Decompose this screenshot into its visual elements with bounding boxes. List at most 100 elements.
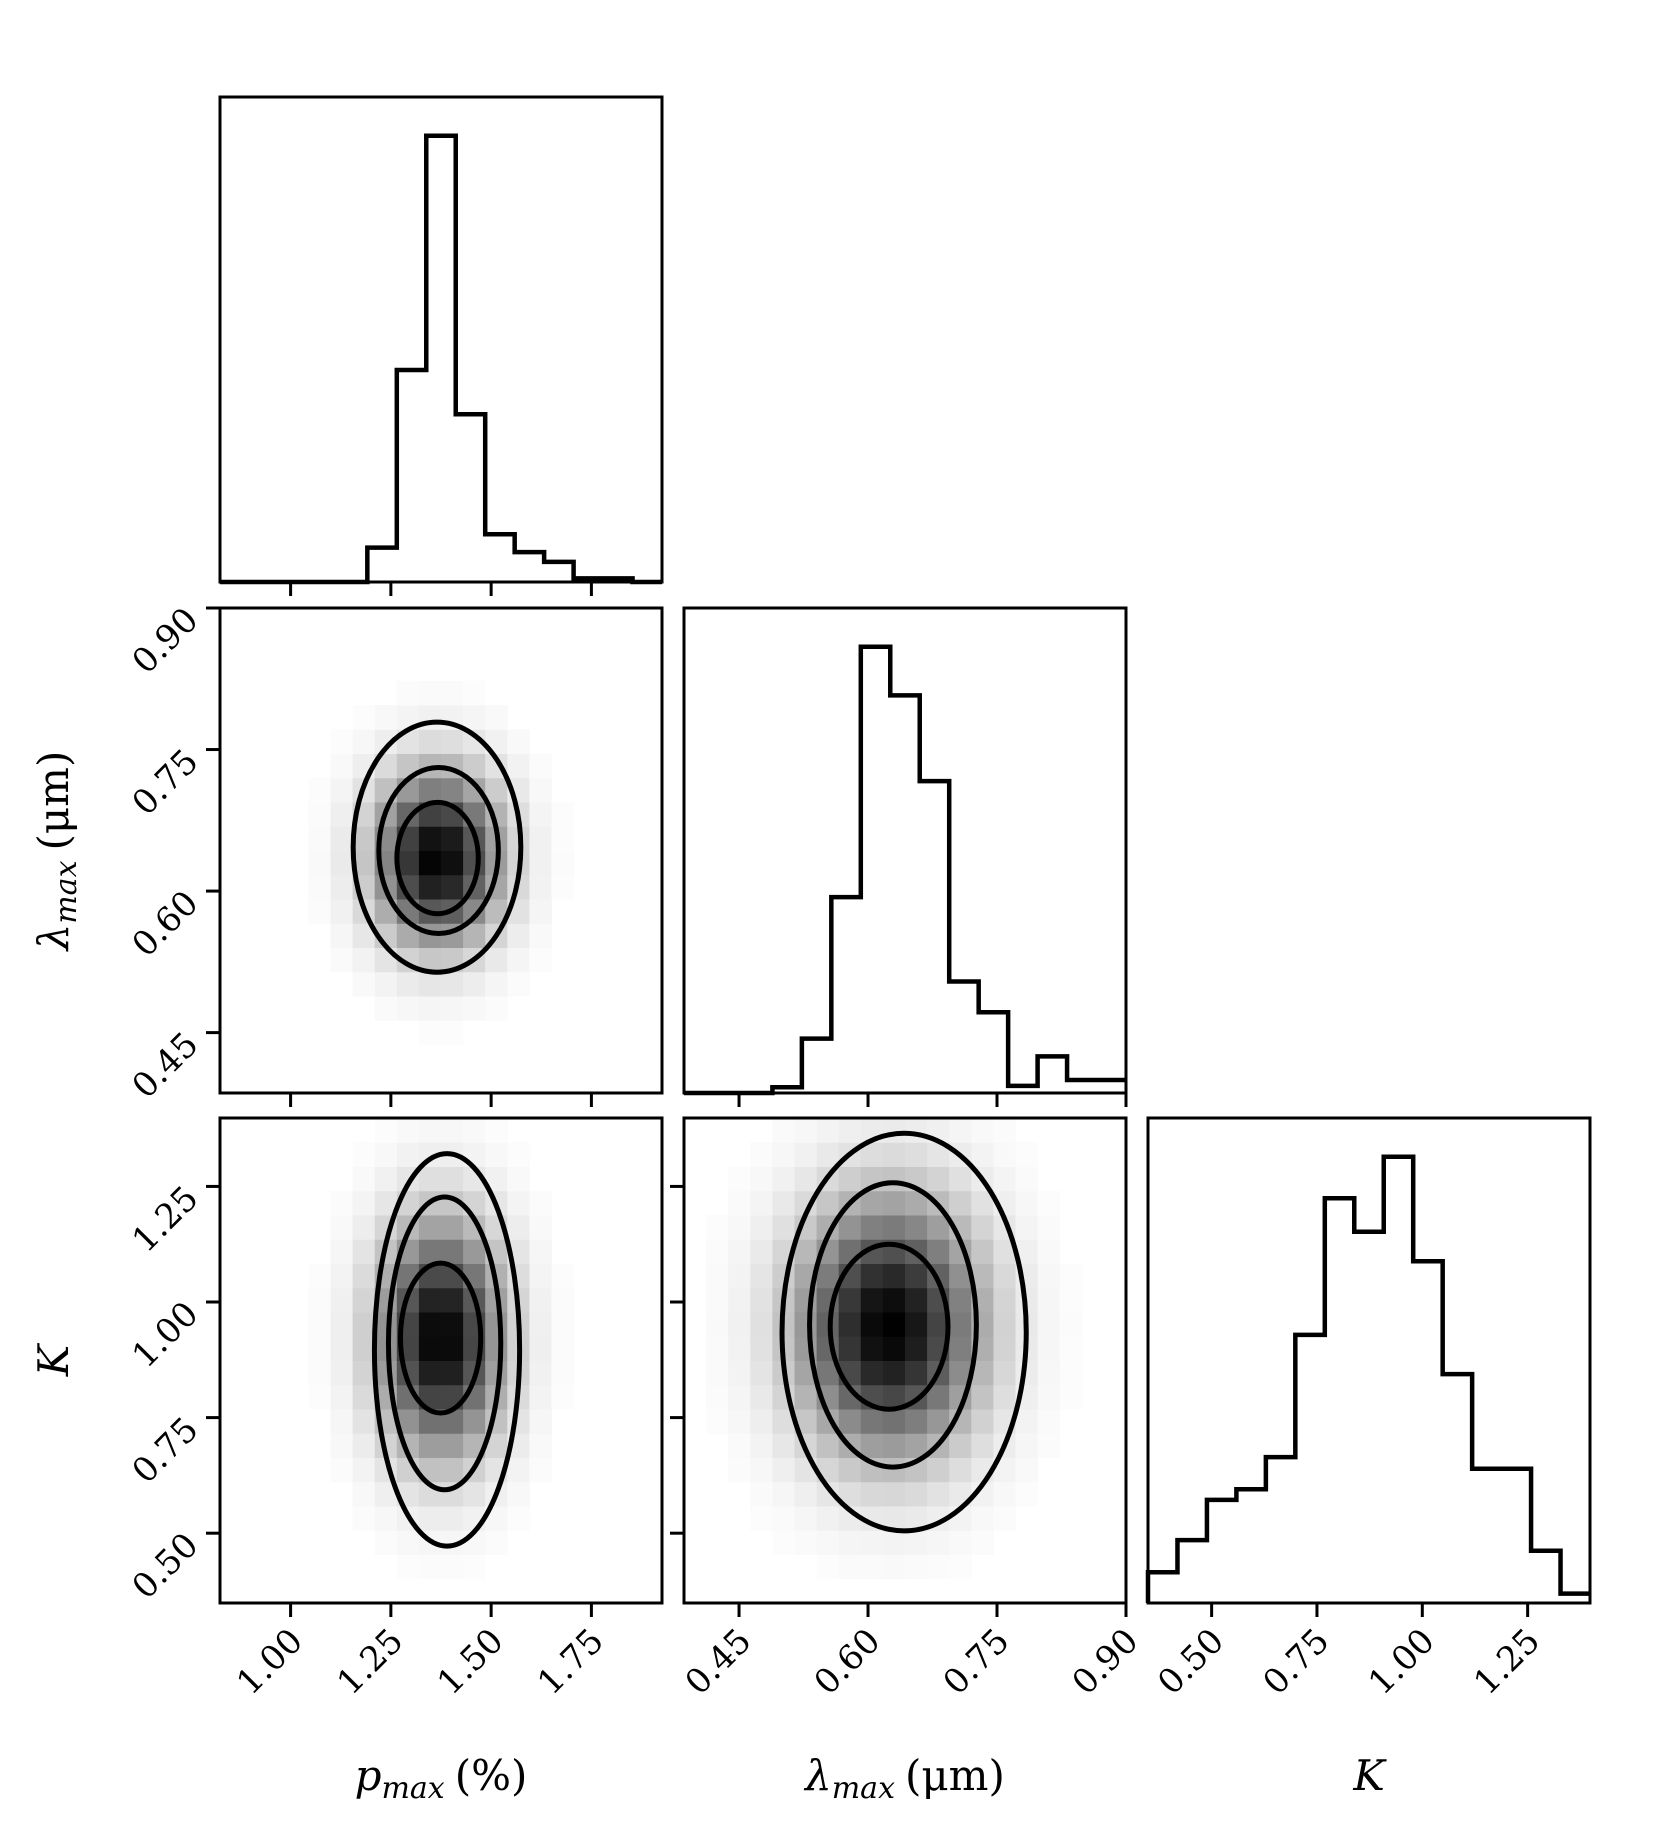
density-cell: [485, 705, 508, 730]
density-cell: [396, 802, 420, 827]
density-cell: [993, 1118, 1016, 1143]
density-cell: [882, 1530, 906, 1555]
x-tick-label: 0.75: [1256, 1621, 1338, 1703]
axis-label-unit: (μm): [905, 1751, 1005, 1800]
density-cell: [1037, 1409, 1061, 1434]
histogram-line: [220, 133, 662, 585]
density-cell: [816, 1118, 840, 1143]
density-cell: [1015, 1142, 1039, 1167]
density-cell: [905, 1481, 928, 1507]
density-cell: [772, 1190, 795, 1216]
density-cell: [706, 1360, 729, 1386]
density-cell: [860, 1287, 884, 1313]
density-cell: [441, 1409, 464, 1434]
density-cell: [330, 1360, 354, 1386]
density-cell: [838, 1166, 862, 1192]
density-cell: [882, 1457, 906, 1483]
density-cell: [927, 1215, 950, 1240]
density-cell: [1015, 1457, 1039, 1483]
density-cell: [882, 1142, 906, 1167]
y-tick-label: 0.75: [125, 1410, 207, 1492]
density-cell: [330, 1312, 354, 1337]
density-cell: [529, 1409, 552, 1434]
density-cell: [993, 1166, 1016, 1192]
density-cell: [441, 1360, 464, 1386]
density-cell: [993, 1384, 1016, 1410]
y-tick-label: 0.60: [125, 883, 207, 965]
density-cell: [860, 1530, 884, 1555]
y-axis-label-lmax: λmax (μm): [29, 751, 84, 953]
density-cell: [418, 1360, 442, 1386]
density-cell: [352, 971, 376, 997]
density-cell: [308, 1312, 331, 1337]
density-cell: [882, 1336, 906, 1361]
density-cell: [463, 1554, 486, 1580]
density-cell: [794, 1190, 818, 1216]
density-cell: [1037, 1384, 1061, 1410]
density-cell: [1037, 1263, 1061, 1289]
density-cell: [860, 1142, 884, 1167]
density-cell: [330, 1239, 354, 1264]
density-cell: [728, 1287, 751, 1313]
density-cell: [551, 1263, 575, 1289]
density-cell: [905, 1336, 928, 1361]
density-cell: [551, 1287, 575, 1313]
density-cell: [794, 1239, 818, 1264]
density-cell: [463, 899, 486, 924]
density-cell: [1015, 1190, 1039, 1216]
density-cell: [706, 1384, 729, 1410]
density-cell: [418, 850, 442, 876]
density-cell: [485, 1336, 508, 1361]
density-cell: [971, 1433, 994, 1458]
density-cell: [396, 996, 420, 1021]
density-cell: [441, 1336, 464, 1361]
density-cell: [308, 874, 331, 900]
density-cell: [816, 1190, 840, 1216]
panel-frame-2-1: [682, 1116, 1128, 1605]
density-cell: [816, 1263, 840, 1289]
density-cell: [374, 1190, 398, 1216]
density-cell: [971, 1530, 994, 1555]
density-cell: [1015, 1433, 1039, 1458]
density-cell: [529, 1287, 552, 1313]
density-cell: [308, 1360, 331, 1386]
axis-label-symbol: K: [29, 1342, 78, 1377]
density-cell: [507, 1190, 530, 1216]
density-cell: [308, 1263, 331, 1289]
density-cell: [838, 1118, 862, 1143]
density-cell: [330, 729, 354, 754]
density-cell: [418, 1506, 442, 1531]
density-cell: [441, 1530, 464, 1555]
density-cell: [463, 777, 486, 803]
contour-level-2: [376, 764, 501, 937]
density-cell: [441, 826, 464, 851]
density-cell: [772, 1530, 795, 1555]
density-cell: [308, 1336, 331, 1361]
density-cell: [860, 1215, 884, 1240]
density-cell: [1037, 1433, 1061, 1458]
contour-level-2: [385, 1194, 504, 1493]
density-cell: [330, 1384, 354, 1410]
density-cell: [838, 1239, 862, 1264]
density-cell: [882, 1554, 906, 1580]
density-cell: [352, 1312, 376, 1337]
density-cell: [838, 1384, 862, 1410]
density-cell: [728, 1360, 751, 1386]
density-cell: [750, 1142, 773, 1167]
density-cell: [1037, 1287, 1061, 1313]
density-cell: [1037, 1360, 1061, 1386]
density-cell: [882, 1481, 906, 1507]
density-cell: [860, 1336, 884, 1361]
density-cell: [507, 1166, 530, 1192]
density-cell: [993, 1481, 1016, 1507]
density-cell: [529, 1336, 552, 1361]
density-cell: [352, 1433, 376, 1458]
density-cell: [728, 1457, 751, 1483]
density-cell: [1059, 1384, 1083, 1410]
density-cell: [418, 1554, 442, 1580]
density-cell: [529, 1360, 552, 1386]
density-cell: [750, 1312, 773, 1337]
density-cell: [838, 1287, 862, 1313]
density-cell: [463, 1239, 486, 1264]
